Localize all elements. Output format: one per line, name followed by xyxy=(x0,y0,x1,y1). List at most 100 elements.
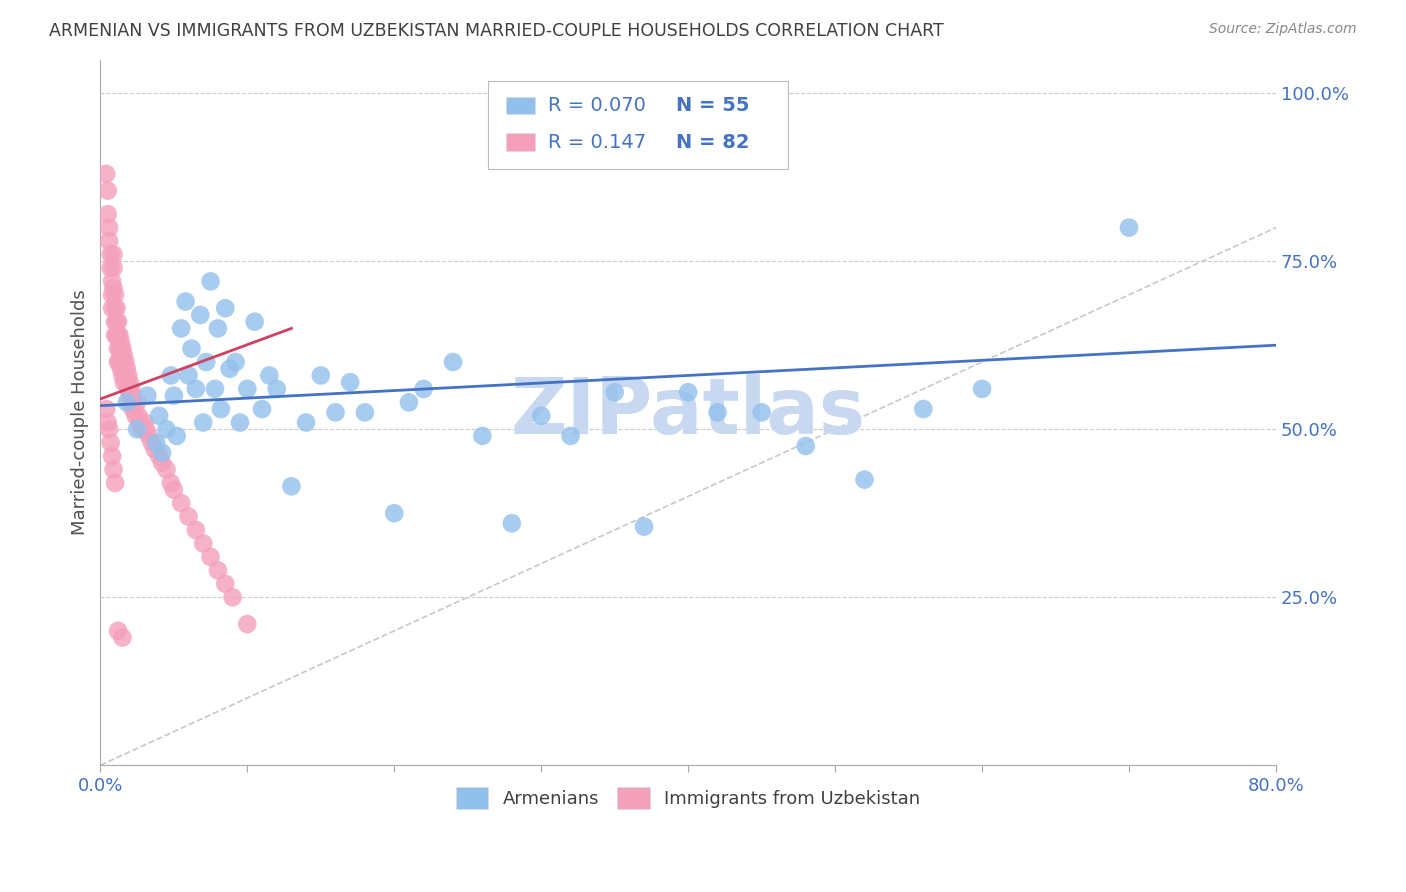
Text: N = 82: N = 82 xyxy=(676,133,749,152)
Point xyxy=(676,385,699,400)
Point xyxy=(110,348,132,362)
Point xyxy=(104,287,127,301)
Point xyxy=(229,416,252,430)
Point xyxy=(111,355,134,369)
Point xyxy=(100,435,122,450)
Text: Source: ZipAtlas.com: Source: ZipAtlas.com xyxy=(1209,22,1357,37)
Point xyxy=(382,506,405,520)
Point xyxy=(114,355,136,369)
Point xyxy=(174,294,197,309)
Point xyxy=(970,382,993,396)
Point xyxy=(177,509,200,524)
Point xyxy=(107,315,129,329)
Point xyxy=(98,220,121,235)
Point xyxy=(155,462,177,476)
Point xyxy=(155,422,177,436)
Point xyxy=(501,516,523,531)
Text: R = 0.147: R = 0.147 xyxy=(548,133,647,152)
Y-axis label: Married-couple Households: Married-couple Households xyxy=(72,290,89,535)
Point xyxy=(101,301,124,316)
Point xyxy=(138,429,160,443)
Point xyxy=(100,247,122,261)
Point xyxy=(104,315,127,329)
Point xyxy=(105,315,128,329)
Point xyxy=(112,348,135,362)
Point xyxy=(110,334,132,349)
Point xyxy=(117,368,139,383)
Point xyxy=(122,395,145,409)
Point xyxy=(107,355,129,369)
Point xyxy=(108,328,131,343)
Point xyxy=(141,435,163,450)
Point xyxy=(295,416,318,430)
Point xyxy=(160,475,183,490)
Point xyxy=(441,355,464,369)
Text: ARMENIAN VS IMMIGRANTS FROM UZBEKISTAN MARRIED-COUPLE HOUSEHOLDS CORRELATION CHA: ARMENIAN VS IMMIGRANTS FROM UZBEKISTAN M… xyxy=(49,22,943,40)
Point xyxy=(121,389,143,403)
Point xyxy=(177,368,200,383)
Point xyxy=(325,405,347,419)
Point xyxy=(100,260,122,275)
Point xyxy=(1118,220,1140,235)
Point xyxy=(134,416,156,430)
Point xyxy=(103,260,125,275)
Point xyxy=(188,308,211,322)
Point xyxy=(107,624,129,638)
Point xyxy=(98,234,121,248)
Text: ZIPatlas: ZIPatlas xyxy=(510,375,866,450)
Point xyxy=(207,563,229,577)
Point xyxy=(111,368,134,383)
Point xyxy=(114,368,136,383)
Point xyxy=(107,328,129,343)
Point xyxy=(101,449,124,463)
Text: R = 0.070: R = 0.070 xyxy=(548,96,647,115)
Point xyxy=(339,375,361,389)
Point xyxy=(170,496,193,510)
Point xyxy=(111,631,134,645)
Point xyxy=(912,402,935,417)
Point xyxy=(131,422,153,436)
Point xyxy=(309,368,332,383)
Point xyxy=(103,462,125,476)
Point xyxy=(150,446,173,460)
Point xyxy=(96,167,118,181)
Point xyxy=(127,395,149,409)
FancyBboxPatch shape xyxy=(506,133,536,151)
Point xyxy=(115,395,138,409)
Point xyxy=(96,402,118,417)
Point xyxy=(145,435,167,450)
Point xyxy=(603,385,626,400)
Point xyxy=(104,475,127,490)
Point xyxy=(204,382,226,396)
Point xyxy=(266,382,288,396)
Point xyxy=(136,389,159,403)
Point xyxy=(193,536,215,550)
Point xyxy=(108,355,131,369)
Point xyxy=(214,576,236,591)
Point xyxy=(225,355,247,369)
Point xyxy=(170,321,193,335)
Point xyxy=(200,549,222,564)
Point xyxy=(101,274,124,288)
Point xyxy=(117,382,139,396)
Point xyxy=(751,405,773,419)
Point xyxy=(98,422,121,436)
Point xyxy=(180,342,202,356)
Text: N = 55: N = 55 xyxy=(676,96,749,115)
Point xyxy=(794,439,817,453)
Point xyxy=(97,416,120,430)
Point xyxy=(221,591,243,605)
Point xyxy=(112,375,135,389)
Point xyxy=(471,429,494,443)
Point xyxy=(97,207,120,221)
Point xyxy=(104,328,127,343)
Point xyxy=(148,409,170,423)
Point xyxy=(236,382,259,396)
Point xyxy=(209,402,232,417)
Point xyxy=(530,409,553,423)
Point xyxy=(111,342,134,356)
Point xyxy=(150,456,173,470)
Point xyxy=(112,361,135,376)
FancyBboxPatch shape xyxy=(506,96,536,114)
Point xyxy=(412,382,434,396)
